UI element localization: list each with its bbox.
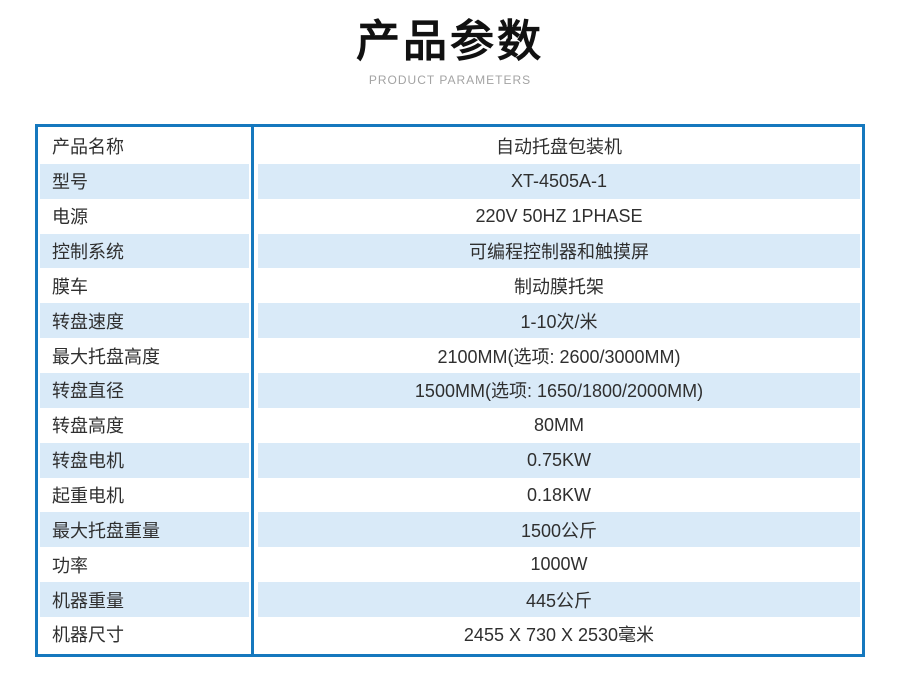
page-title: 产品参数 bbox=[356, 17, 544, 66]
param-value: 自动托盘包装机 bbox=[258, 129, 860, 164]
param-value: 2100MM(选项: 2600/3000MM) bbox=[258, 338, 860, 374]
param-label: 型号 bbox=[40, 163, 249, 199]
param-value: 2455 X 730 X 2530毫米 bbox=[258, 617, 860, 652]
param-value: 220V 50HZ 1PHASE bbox=[258, 198, 860, 234]
param-value: 1000W bbox=[258, 547, 860, 583]
table-row: 电源 220V 50HZ 1PHASE bbox=[40, 198, 860, 234]
column-divider bbox=[251, 127, 254, 654]
param-value: 80MM bbox=[258, 407, 860, 443]
table-row: 转盘直径 1500MM(选项: 1650/1800/2000MM) bbox=[40, 373, 860, 408]
table-row: 最大托盘高度 2100MM(选项: 2600/3000MM) bbox=[40, 338, 860, 374]
param-label: 起重电机 bbox=[40, 477, 249, 513]
param-label: 机器尺寸 bbox=[40, 617, 249, 652]
param-value: 1500MM(选项: 1650/1800/2000MM) bbox=[258, 373, 860, 408]
page-subtitle: PRODUCT PARAMETERS bbox=[368, 72, 532, 87]
param-label: 机器重量 bbox=[40, 582, 249, 618]
table-row: 膜车 制动膜托架 bbox=[40, 268, 860, 304]
param-label: 控制系统 bbox=[40, 233, 249, 269]
table-row: 转盘高度 80MM bbox=[40, 407, 860, 443]
page-header: 产品参数 PRODUCT PARAMETERS bbox=[0, 16, 900, 87]
param-label: 最大托盘高度 bbox=[40, 338, 249, 374]
param-label: 膜车 bbox=[40, 268, 249, 304]
table-row: 机器重量 445公斤 bbox=[40, 582, 860, 618]
param-value: 445公斤 bbox=[258, 582, 860, 618]
table-row: 型号 XT-4505A-1 bbox=[40, 163, 860, 199]
param-value: 0.75KW bbox=[258, 442, 860, 478]
param-value: 1-10次/米 bbox=[258, 303, 860, 339]
table-row: 控制系统 可编程控制器和触摸屏 bbox=[40, 233, 860, 269]
param-label: 转盘直径 bbox=[40, 373, 249, 408]
table-row: 机器尺寸 2455 X 730 X 2530毫米 bbox=[40, 617, 860, 652]
param-value: 制动膜托架 bbox=[258, 268, 860, 304]
param-value: 可编程控制器和触摸屏 bbox=[258, 233, 860, 269]
table-row: 最大托盘重量 1500公斤 bbox=[40, 512, 860, 548]
param-value: XT-4505A-1 bbox=[258, 163, 860, 199]
param-label: 转盘电机 bbox=[40, 442, 249, 478]
param-label: 产品名称 bbox=[40, 129, 249, 164]
param-label: 转盘高度 bbox=[40, 407, 249, 443]
parameters-table: 产品名称 自动托盘包装机 型号 XT-4505A-1 电源 220V 50HZ … bbox=[35, 124, 865, 657]
param-value: 1500公斤 bbox=[258, 512, 860, 548]
table-row: 起重电机 0.18KW bbox=[40, 477, 860, 513]
table-row: 产品名称 自动托盘包装机 bbox=[40, 129, 860, 164]
table-row: 转盘电机 0.75KW bbox=[40, 442, 860, 478]
table-row: 转盘速度 1-10次/米 bbox=[40, 303, 860, 339]
param-value: 0.18KW bbox=[258, 477, 860, 513]
param-label: 转盘速度 bbox=[40, 303, 249, 339]
param-label: 电源 bbox=[40, 198, 249, 234]
param-label: 功率 bbox=[40, 547, 249, 583]
table-row: 功率 1000W bbox=[40, 547, 860, 583]
param-label: 最大托盘重量 bbox=[40, 512, 249, 548]
